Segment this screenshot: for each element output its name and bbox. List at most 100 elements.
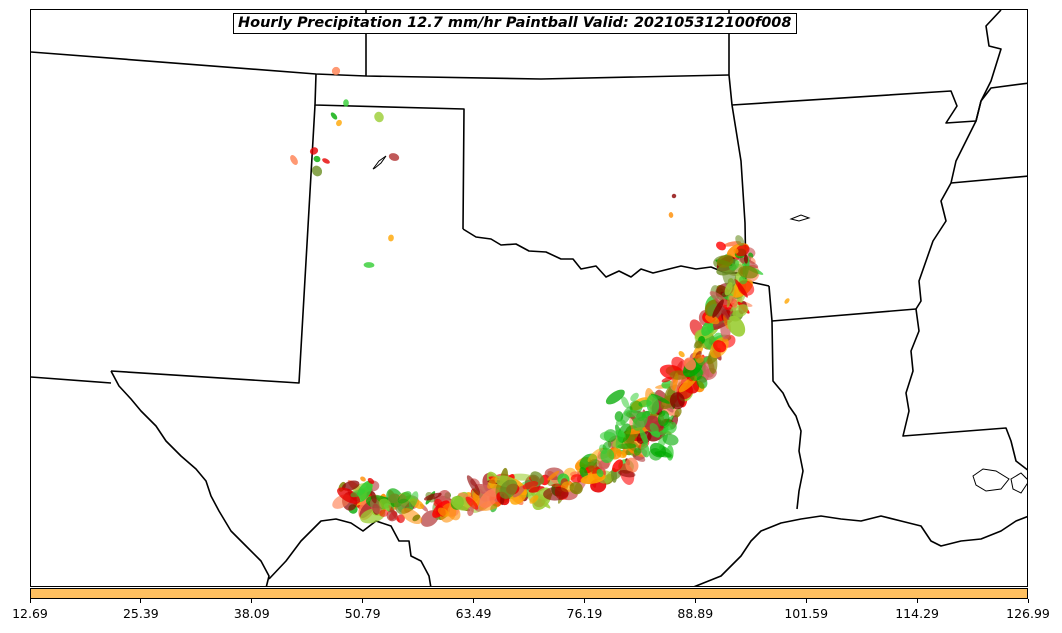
colorbar-tick-mark xyxy=(140,599,142,603)
precip-blob xyxy=(727,315,746,337)
boundary-new-mexico xyxy=(314,73,465,230)
precip-blob xyxy=(730,295,745,312)
precip-blob xyxy=(336,119,342,127)
precip-blob xyxy=(388,153,400,161)
precip-blob xyxy=(678,351,685,358)
precip-blob xyxy=(612,459,623,473)
colorbar-tick-mark xyxy=(251,599,253,603)
precip-blob xyxy=(621,396,630,409)
precip-blob xyxy=(370,491,377,504)
precip-blob xyxy=(662,433,679,446)
precip-blob xyxy=(632,411,648,431)
colorbar-tick-mark xyxy=(583,599,585,603)
boundary-mo-ar xyxy=(731,82,1027,124)
colorbar-tick-mark xyxy=(805,599,807,603)
precip-blob xyxy=(331,66,341,76)
precip-blob xyxy=(487,476,498,489)
precip-blob xyxy=(386,509,398,522)
colorbar-tick-label: 63.49 xyxy=(455,606,492,621)
precip-blob xyxy=(735,235,745,247)
precip-blob xyxy=(726,283,735,308)
precip-blob xyxy=(625,457,639,473)
boundary-az-nm xyxy=(31,376,112,384)
precip-blob xyxy=(367,478,375,484)
precip-blob xyxy=(388,234,394,242)
precip-blob xyxy=(646,394,660,415)
precip-blob xyxy=(615,419,626,426)
precip-blob xyxy=(695,354,704,364)
colorbar-tick-mark xyxy=(29,599,31,603)
precip-blob xyxy=(330,112,338,120)
precip-blob xyxy=(408,491,419,509)
precip-blob xyxy=(290,155,298,165)
colorbar-tick-mark xyxy=(916,599,918,603)
precip-blob xyxy=(467,506,474,517)
precip-blob xyxy=(633,447,641,456)
precip-blob xyxy=(424,492,442,501)
colorbar-tick-label: 114.29 xyxy=(895,606,939,621)
precip-blob xyxy=(379,509,389,517)
precip-blob xyxy=(694,340,703,349)
map-canvas xyxy=(31,10,1027,586)
precip-blob xyxy=(596,468,604,478)
precip-blob xyxy=(499,479,518,499)
map-title: Hourly Precipitation 12.7 mm/hr Paintbal… xyxy=(233,13,797,34)
lake-2 xyxy=(789,214,811,222)
lake-outlines xyxy=(372,155,1027,494)
precip-blob xyxy=(522,481,539,490)
precip-blob xyxy=(600,448,615,464)
precip-blob xyxy=(657,428,669,436)
precip-blob xyxy=(650,393,670,404)
precip-blob xyxy=(724,282,733,296)
colorbar-tick-label: 126.99 xyxy=(1006,606,1050,621)
precip-blob xyxy=(569,482,583,495)
precip-blob xyxy=(615,430,624,449)
precip-blob xyxy=(743,254,749,264)
precip-blob xyxy=(466,475,481,496)
precip-blob xyxy=(649,422,659,434)
colorbar-tick-label: 76.19 xyxy=(566,606,603,621)
precip-blob xyxy=(738,265,758,279)
precip-blob xyxy=(397,491,412,504)
precip-blob xyxy=(437,507,450,518)
precip-blob xyxy=(479,488,501,508)
precip-blob xyxy=(529,495,539,504)
precipitation-paintball xyxy=(290,66,790,527)
precip-blob xyxy=(313,155,321,163)
precip-blob xyxy=(713,340,727,353)
precip-blob xyxy=(370,498,382,514)
precip-blob xyxy=(729,295,738,308)
precip-blob xyxy=(624,409,638,418)
precip-blob xyxy=(579,466,588,479)
colorbar-tick-mark xyxy=(694,599,696,603)
precip-blob xyxy=(669,392,685,410)
precip-blob xyxy=(733,248,739,254)
colorbar-tick-mark xyxy=(362,599,364,603)
map-panel xyxy=(30,9,1028,587)
precip-blob xyxy=(337,487,361,504)
colorbar xyxy=(30,588,1028,599)
boundary-co-ks-north xyxy=(31,51,730,80)
precip-blob xyxy=(639,429,648,445)
precip-blob xyxy=(363,262,375,268)
precip-blob xyxy=(311,165,323,177)
colorbar-tick-label: 88.89 xyxy=(677,606,714,621)
colorbar-tick-mark xyxy=(473,599,475,603)
precip-blob xyxy=(379,498,392,511)
precip-blob xyxy=(618,470,636,478)
precip-blob xyxy=(716,241,726,251)
precip-blob xyxy=(668,212,674,218)
precip-blob xyxy=(605,389,625,405)
colorbar-tick-label: 50.79 xyxy=(344,606,381,621)
precip-blob xyxy=(707,323,715,334)
boundary-mexico-tx xyxy=(268,518,432,586)
precip-blob xyxy=(671,193,677,199)
precip-blob xyxy=(712,299,724,318)
precip-blob xyxy=(360,476,366,482)
gulf-coastline xyxy=(693,515,1027,586)
precip-blob xyxy=(433,498,443,508)
precip-blob xyxy=(547,470,560,481)
precip-blob xyxy=(512,485,526,498)
colorbar-tick-label: 25.39 xyxy=(122,606,159,621)
boundary-red-river xyxy=(462,228,770,287)
